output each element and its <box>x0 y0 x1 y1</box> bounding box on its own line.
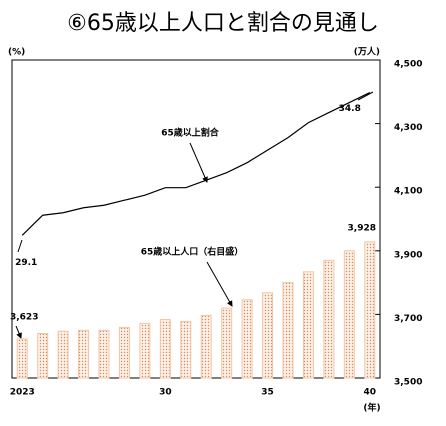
y2-tick-label: 3,900 <box>394 250 422 260</box>
data-label: 29.1 <box>15 258 37 268</box>
data-label: 3,623 <box>10 312 38 322</box>
y-axis-label: (%) <box>8 48 25 58</box>
x-tick-label: 40 <box>364 388 377 398</box>
bar <box>78 329 90 379</box>
bar <box>16 338 28 379</box>
bar <box>37 332 49 379</box>
data-label: 3,928 <box>348 223 376 233</box>
bar <box>159 318 171 379</box>
bar <box>282 282 294 379</box>
line <box>21 92 371 236</box>
data-label: 34.8 <box>339 104 361 114</box>
bar <box>200 314 212 379</box>
bar <box>364 241 376 379</box>
x-axis-label: (年) <box>363 402 380 414</box>
line-annotation: 65歳以上割合 <box>161 127 220 139</box>
y2-axis-label: (万人) <box>354 46 380 58</box>
y2-tick-label: 3,700 <box>394 314 422 324</box>
x-tick-label: 30 <box>159 388 172 398</box>
y2-tick-label: 3,500 <box>394 378 422 388</box>
bar <box>221 307 233 379</box>
bar <box>98 329 110 379</box>
arrow <box>206 261 233 307</box>
arrow <box>189 142 208 183</box>
arrow <box>15 325 22 339</box>
y2-tick-label: 4,100 <box>394 187 422 197</box>
chart-title: ⑥65歳以上人口と割合の見通し <box>67 11 379 36</box>
x-tick-label: 35 <box>261 388 274 398</box>
x-tick-label: 2023 <box>10 388 35 398</box>
bar <box>302 271 314 379</box>
y2-tick-label: 4,300 <box>394 123 422 133</box>
bar <box>241 299 253 379</box>
bar-annotation: 65歳以上人口（右目盛） <box>141 246 244 258</box>
bar <box>262 292 274 379</box>
bar <box>139 322 151 379</box>
arrow <box>357 91 374 101</box>
bar <box>118 326 130 379</box>
plot-frame <box>11 59 381 379</box>
y2-tick-label: 4,500 <box>394 60 422 70</box>
bar <box>343 250 355 379</box>
bar <box>180 320 192 379</box>
arrow <box>17 239 23 253</box>
bar <box>57 330 69 379</box>
bar <box>323 259 335 379</box>
